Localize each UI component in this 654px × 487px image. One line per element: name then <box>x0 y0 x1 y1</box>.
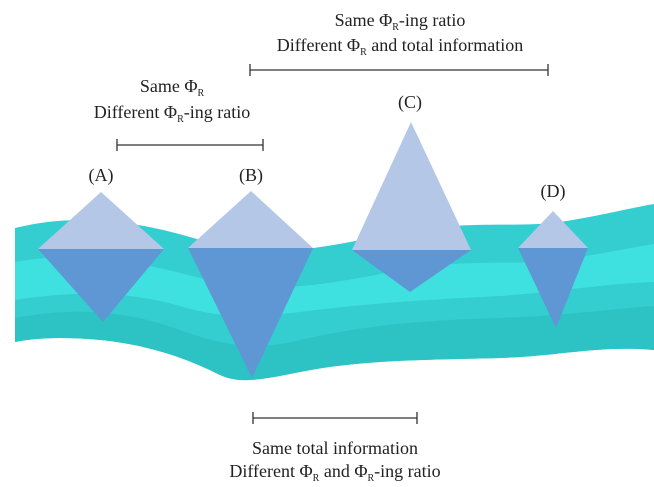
diamond-bottom <box>518 248 588 328</box>
annotation-line: Same total information <box>252 438 418 458</box>
water <box>15 204 654 381</box>
subscript: R <box>392 22 399 33</box>
bracket <box>252 412 418 424</box>
diamond-bottom <box>188 248 313 378</box>
text-segment: Different Φ <box>277 35 360 55</box>
annotation-line: Different ΦR and ΦR-ing ratio <box>229 461 440 484</box>
text-segment: Same Φ <box>140 76 198 96</box>
icebergs <box>38 122 588 378</box>
text-segment: and Φ <box>319 461 367 481</box>
bracket <box>116 139 264 151</box>
diamond-top <box>518 211 588 248</box>
subscript: R <box>313 473 320 484</box>
diamond-bottom <box>38 249 164 322</box>
node-label: (C) <box>398 92 422 113</box>
text-segment: Same Φ <box>335 10 393 30</box>
annotation-line: Same ΦR-ing ratio <box>335 10 466 33</box>
text-segment: -ing ratio <box>399 10 465 30</box>
diamond-top <box>352 122 471 250</box>
annotation-line: Different ΦR-ing ratio <box>94 102 250 125</box>
annotation-line: Same ΦR <box>140 76 205 99</box>
subscript: R <box>177 114 184 125</box>
bracket <box>249 64 549 76</box>
subscript: R <box>197 88 204 99</box>
node-label: (B) <box>239 165 263 186</box>
subscript: R <box>367 473 374 484</box>
text-segment: -ing ratio <box>374 461 440 481</box>
text-segment: Different Φ <box>229 461 312 481</box>
diamond-top <box>38 192 164 249</box>
text-segment: Same total information <box>252 438 418 458</box>
annotation-line: Different ΦR and total information <box>277 35 523 58</box>
text-segment: and total information <box>367 35 523 55</box>
node-label: (D) <box>541 181 566 202</box>
subscript: R <box>360 47 367 58</box>
diamond-top <box>188 191 313 248</box>
text-segment: -ing ratio <box>184 102 250 122</box>
diamond-bottom <box>352 250 471 292</box>
text-segment: Different Φ <box>94 102 177 122</box>
wave-band <box>15 306 654 381</box>
brackets <box>116 64 549 424</box>
node-label: (A) <box>89 165 114 186</box>
wave-band <box>15 244 654 316</box>
